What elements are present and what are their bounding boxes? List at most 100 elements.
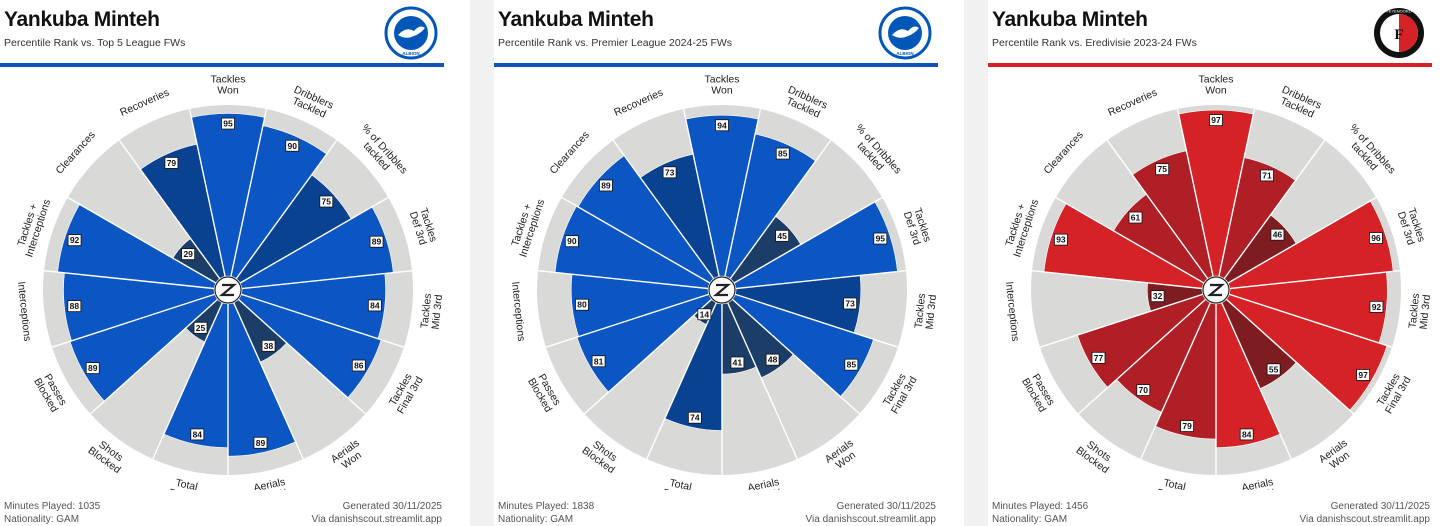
generated-date: Generated 30/11/2025 — [342, 501, 442, 512]
value-label: 41 — [733, 357, 743, 367]
footer-left: Minutes Played: 1456 Nationality: GAM — [992, 500, 1088, 526]
value-tag-7: 89 — [253, 436, 268, 449]
category-label: TacklesMid 3rd — [913, 293, 940, 330]
value-tag-6: 48 — [765, 353, 780, 366]
slice-divider — [90, 289, 229, 415]
value-tag-11: 88 — [67, 300, 82, 313]
value-tag-9: 25 — [193, 321, 208, 334]
bar-8 — [163, 302, 229, 448]
value-tag-11: 80 — [575, 298, 589, 311]
value-label: 89 — [601, 180, 611, 190]
category-label: PassesBlocked — [525, 371, 564, 415]
category-label: Interceptions — [509, 281, 527, 342]
bar-11 — [63, 272, 216, 342]
value-label: 77 — [1094, 353, 1104, 363]
svg-text:ALBION: ALBION — [402, 51, 419, 56]
value-label: 96 — [1371, 233, 1381, 243]
value-tag-10: 81 — [591, 355, 606, 368]
value-tag-4: 73 — [843, 297, 858, 310]
value-tag-6: 38 — [261, 339, 276, 352]
value-label: 70 — [1139, 385, 1149, 395]
value-tag-3: 89 — [369, 235, 384, 248]
slice-divider — [682, 108, 723, 291]
slice-divider — [721, 139, 832, 291]
bar-10 — [1077, 293, 1207, 388]
slice-divider — [1039, 289, 1217, 348]
minutes-played: Minutes Played: 1838 — [498, 501, 595, 512]
value-label: 88 — [70, 301, 80, 311]
slice-divider — [537, 269, 723, 291]
slice-divider — [227, 289, 405, 348]
category-label: AerialsWon — [329, 437, 368, 474]
player-name: Yankuba Minteh — [498, 8, 654, 31]
slice-divider — [1106, 139, 1217, 291]
slice-divider — [118, 139, 229, 291]
bar-0 — [685, 115, 759, 277]
value-tag-2: 45 — [775, 229, 790, 242]
value-label: 84 — [1242, 429, 1252, 439]
pizza-chart: 95 90 75 89 84 86 38 89 84 25 89 88 92 29 79 Tackles Won… — [15, 74, 446, 491]
category-label: DribblersTackled — [782, 84, 830, 122]
category-label: Recoveries — [1106, 87, 1159, 119]
value-label: 25 — [196, 323, 206, 333]
category-label: AerialsWon — [1317, 437, 1356, 474]
value-label: 92 — [1372, 302, 1382, 312]
value-label: 61 — [1131, 213, 1141, 223]
bar-5 — [1225, 293, 1388, 411]
value-label: 84 — [370, 300, 380, 310]
club-crest-icon: ALBION — [878, 6, 932, 60]
category-label: PassesBlocked — [1019, 371, 1058, 415]
value-label: 90 — [287, 141, 297, 151]
value-label: 46 — [1273, 230, 1283, 240]
value-label: 89 — [256, 438, 266, 448]
bar-0 — [190, 113, 266, 277]
bar-4 — [1228, 271, 1388, 344]
category-label: Tackles Won — [704, 74, 739, 97]
slice-divider — [721, 196, 883, 291]
slice-divider — [227, 196, 389, 291]
svg-text:ALBION: ALBION — [896, 51, 913, 56]
bar-7 — [1215, 302, 1281, 448]
category-label: AerialsWon % — [746, 476, 784, 490]
slice-divider — [561, 196, 723, 291]
value-tag-9: 14 — [697, 308, 712, 321]
value-tag-8: 74 — [687, 411, 702, 424]
nationality: Nationality: GAM — [4, 514, 80, 525]
value-tag-1: 85 — [775, 147, 790, 160]
generated-date: Generated 30/11/2025 — [836, 501, 936, 512]
source-credit: Via danishscout.streamlit.app — [311, 514, 442, 525]
bar-12 — [1043, 203, 1205, 289]
value-label: 84 — [193, 429, 203, 439]
value-label: 97 — [1211, 115, 1221, 125]
club-crest-icon: ALBION — [384, 6, 438, 60]
value-label: 89 — [372, 237, 382, 247]
slice-divider — [51, 289, 229, 348]
category-label: Interceptions — [1003, 281, 1021, 342]
slice-divider — [227, 289, 304, 460]
bar-3 — [239, 206, 394, 289]
nationality: Nationality: GAM — [498, 514, 574, 525]
generated-date: Generated 30/11/2025 — [1330, 501, 1430, 512]
value-label: 95 — [876, 234, 886, 244]
value-tag-11: 32 — [1150, 290, 1165, 303]
footer-right: Generated 30/11/2025 Via danishscout.str… — [806, 500, 936, 526]
slice-divider — [227, 108, 268, 291]
category-label: TacklesMid 3rd — [419, 293, 446, 330]
value-label: 97 — [1358, 370, 1368, 380]
category-label: Tackles +Interceptions — [507, 195, 547, 259]
svg-text:FEYENOORD: FEYENOORD — [1386, 9, 1411, 14]
value-tag-8: 84 — [190, 428, 205, 441]
value-tag-10: 89 — [85, 362, 100, 374]
accent-rule — [494, 63, 938, 67]
value-tag-6: 55 — [1266, 363, 1281, 376]
value-label: 29 — [183, 249, 193, 259]
category-label: TotalBlocks — [662, 476, 697, 490]
value-label: 38 — [264, 341, 274, 351]
bar-5 — [237, 293, 382, 399]
value-tag-7: 41 — [730, 356, 745, 369]
value-tag-4: 92 — [1369, 300, 1384, 313]
category-label: Tackles Won — [1198, 74, 1233, 97]
value-label: 86 — [354, 361, 364, 371]
value-label: 79 — [167, 158, 177, 168]
category-label: DribblersTackled — [288, 84, 336, 122]
